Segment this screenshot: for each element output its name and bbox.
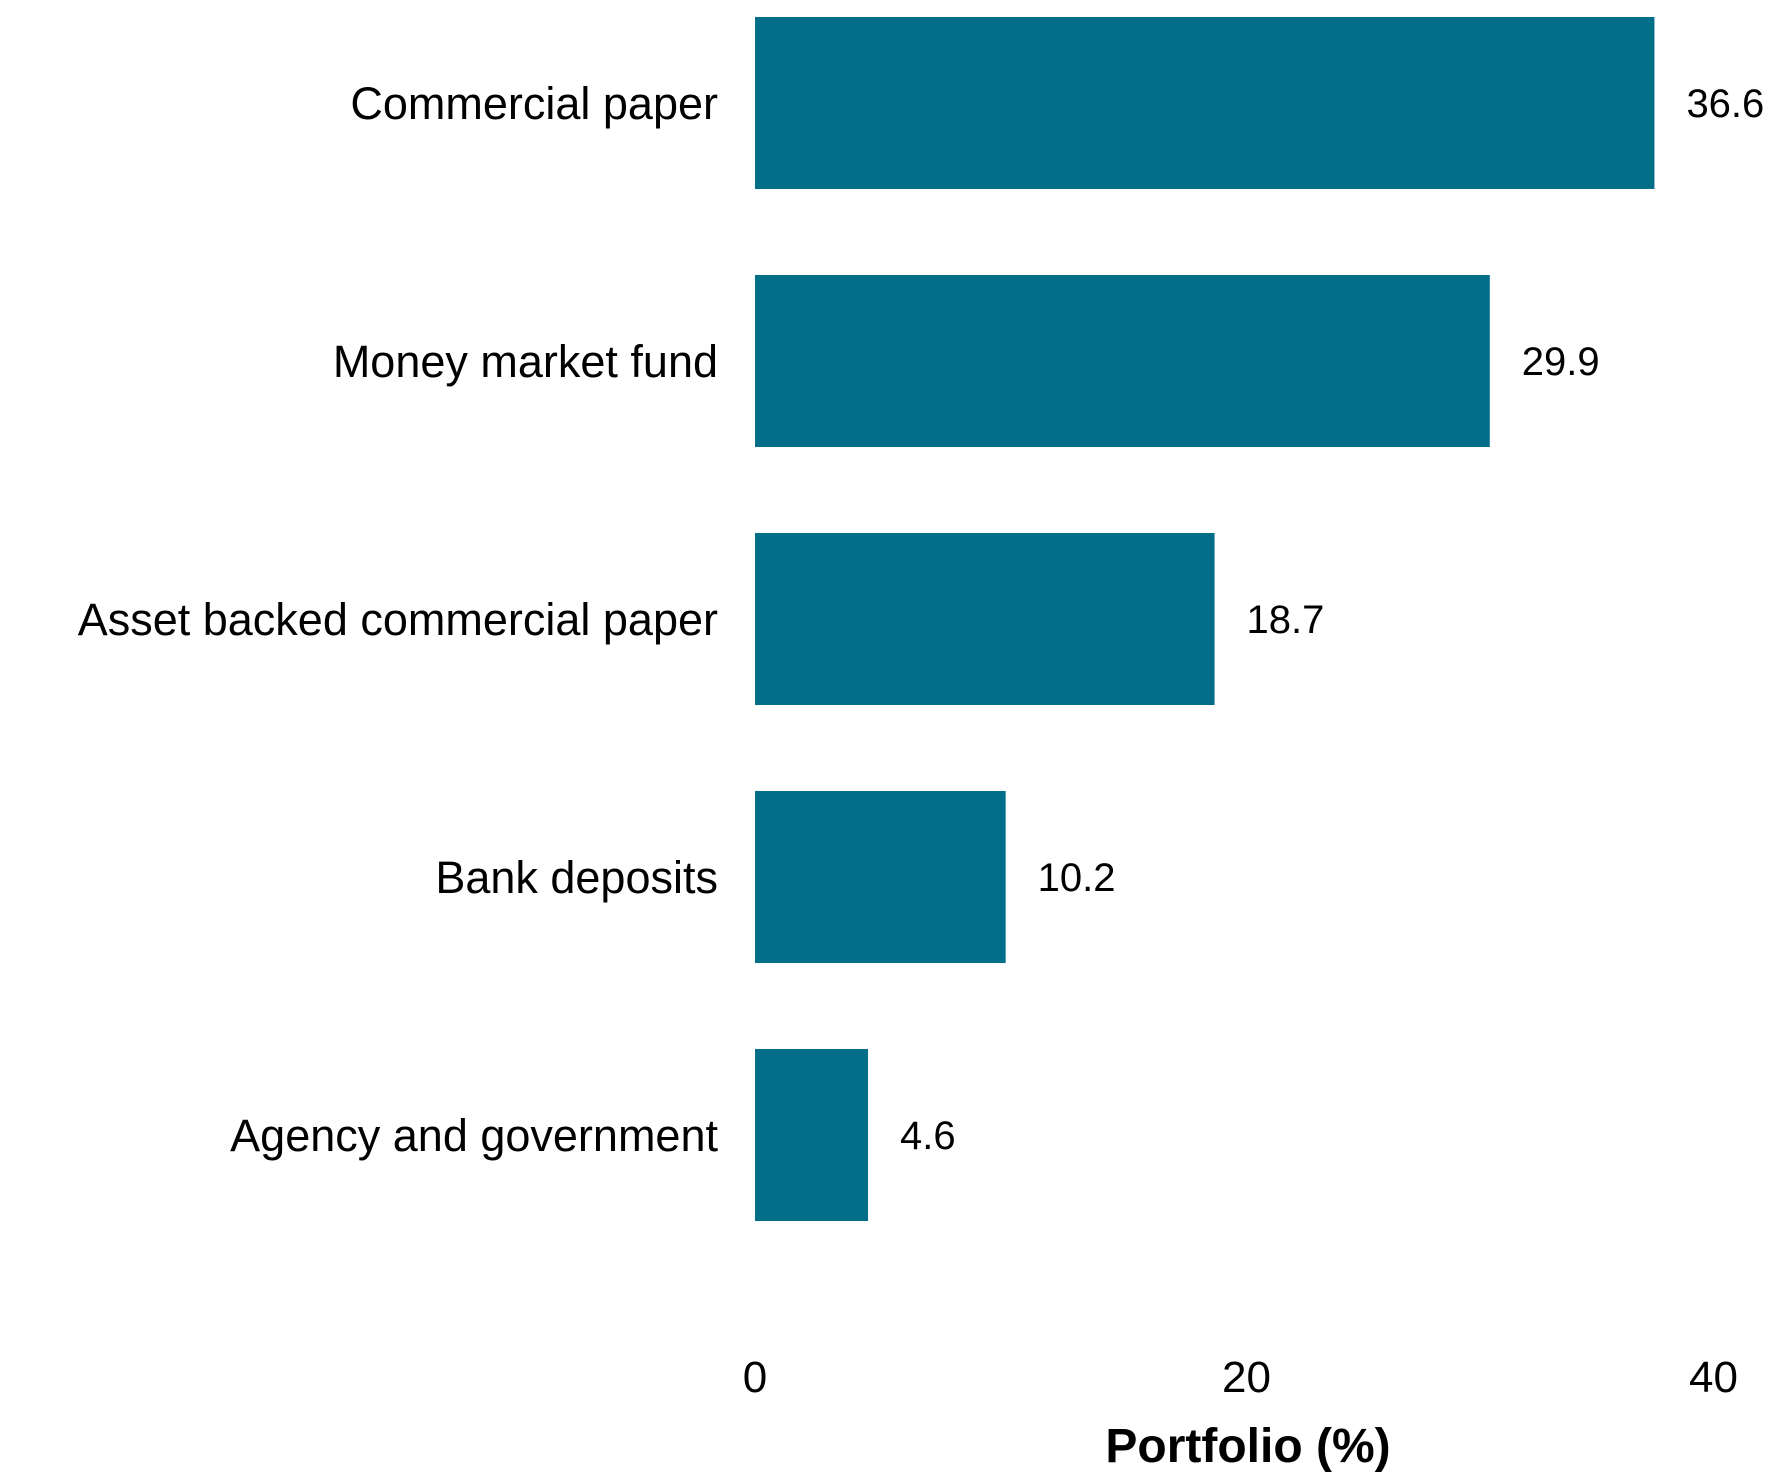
x-axis-title: Portfolio (%) [1105,1420,1390,1473]
bar-money-market-fund [755,275,1490,447]
bar-asset-backed-commercial-paper [755,533,1215,705]
value-labels-group: 36.6 29.9 18.7 10.2 4.6 [900,82,1764,1158]
x-tick-label: 40 [1689,1353,1738,1402]
value-label: 29.9 [1522,340,1600,384]
x-tick-labels-group: 0 20 40 [743,1353,1738,1402]
value-label: 10.2 [1038,856,1116,900]
x-tick-label: 20 [1222,1353,1271,1402]
value-label: 36.6 [1686,82,1764,126]
category-labels-group: Commercial paper Money market fund Asset b… [78,78,719,1161]
bar-agency-and-government [755,1049,869,1221]
bar-commercial-paper [755,17,1655,189]
category-label: Money market fund [333,336,718,387]
x-tick-label: 0 [743,1353,767,1402]
bar-bank-deposits [755,791,1006,963]
category-label: Bank deposits [435,852,718,903]
category-label: Commercial paper [350,78,718,129]
bars-group [755,17,1655,1221]
value-label: 18.7 [1247,598,1325,642]
value-label: 4.6 [900,1114,956,1158]
category-label: Asset backed commercial paper [78,594,718,645]
category-label: Agency and government [230,1110,718,1161]
